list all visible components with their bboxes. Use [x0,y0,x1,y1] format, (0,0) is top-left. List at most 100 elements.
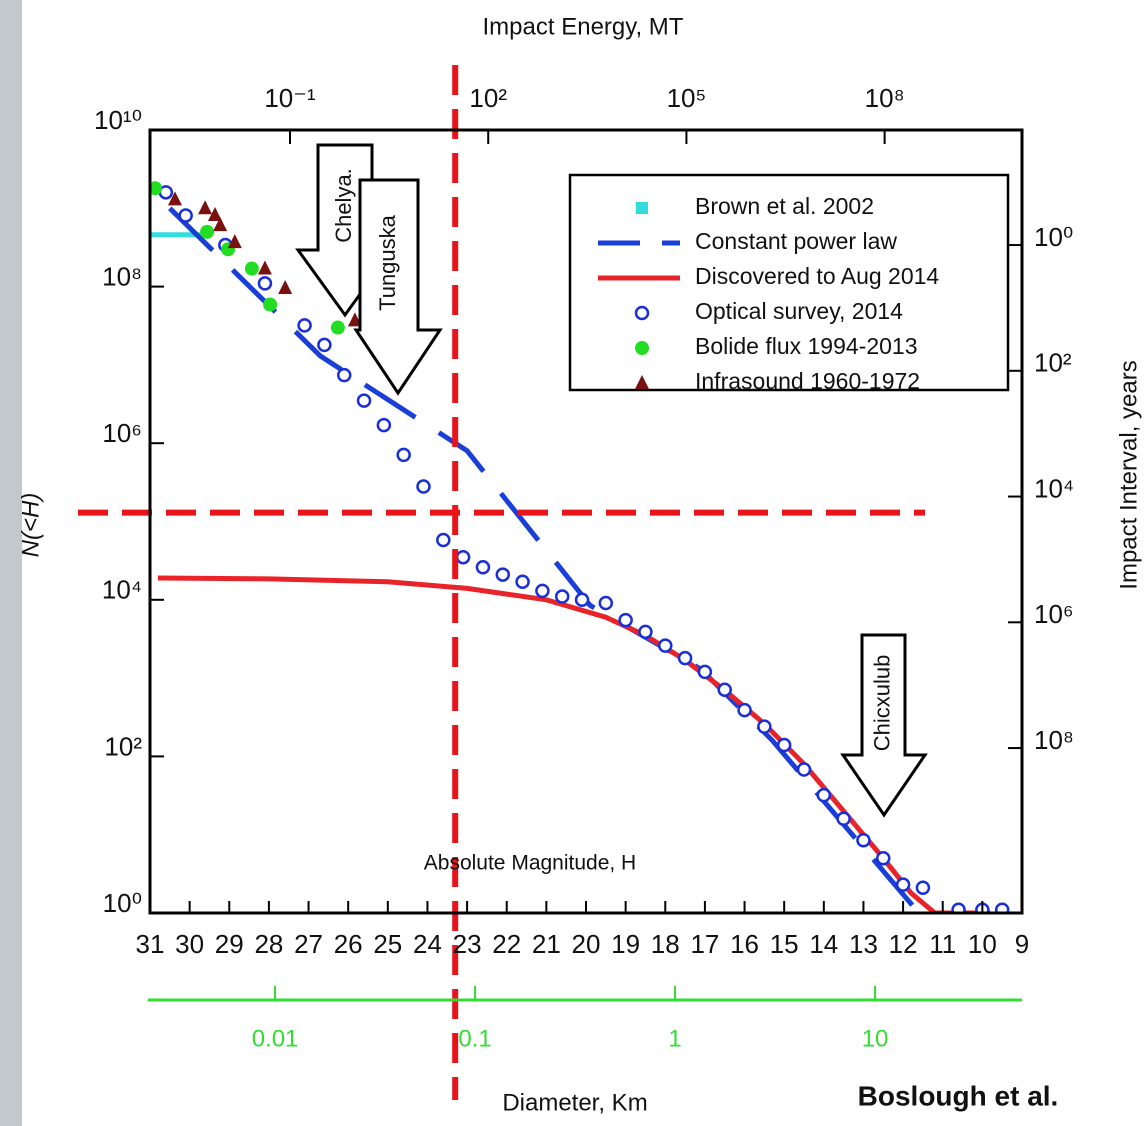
legend-swatch [635,375,649,389]
x-tick-label: 25 [373,929,402,959]
data-point [376,417,392,433]
y2-axis-title: Impact Interval, years [1115,360,1142,589]
data-point [535,583,550,599]
data-point [717,682,732,697]
data-point [167,191,182,206]
x-tick-label: 16 [730,929,759,959]
y2-tick-label: 10⁰ [1034,222,1073,252]
data-point [347,312,362,327]
data-point [257,276,273,291]
data-point [455,549,471,565]
x-tick-label: 13 [849,929,878,959]
x2-tick-label: 10⁻¹ [264,83,316,113]
data-point [951,902,966,913]
x-tick-label: 15 [770,929,799,959]
x-tick-label: 9 [1015,929,1029,959]
annotation-arrow [840,633,928,818]
y2-tick-label: 10⁸ [1034,725,1074,755]
x-tick-label: 26 [334,929,363,959]
data-point [200,224,215,239]
data-point [697,664,713,680]
data-point [227,234,242,249]
data-point [208,207,223,222]
data-point [416,479,431,494]
data-point [816,787,832,803]
data-point [515,574,530,590]
data-point [554,589,570,604]
data-point [796,762,812,777]
annotation-label: Tunguska [375,214,400,311]
y-tick-label: 10⁴ [102,575,142,605]
data-point [737,702,752,718]
data-point [263,297,278,312]
y-tick-label: 10⁸ [102,261,142,291]
data-point [356,393,372,408]
legend-label: Infrasound 1960-1972 [695,368,920,394]
x-tick-label: 20 [572,929,601,959]
annotation-label: Chicxulub [869,655,894,752]
data-point [330,320,345,335]
legend-swatch [635,341,649,355]
data-point [574,592,590,608]
data-point [856,832,871,848]
edge-strip [0,0,22,1126]
series-line [168,206,921,913]
data-point [757,719,772,734]
diameter-tick-label: 0.01 [252,1025,299,1052]
annotation-arrow [353,178,443,396]
legend-label: Discovered to Aug 2014 [695,263,939,289]
legend-swatch [636,202,648,214]
x-tick-label: 23 [453,929,482,959]
data-point [198,200,213,215]
y-tick-label: 10¹⁰ [94,105,142,135]
legend-swatch [634,305,650,321]
data-point [257,260,272,275]
data-point [396,447,411,463]
y2-tick-label: 10⁴ [1034,473,1074,503]
data-point [776,737,792,753]
x-tick-label: 14 [809,929,838,959]
x-tick-label: 30 [175,929,204,959]
y2-tick-label: 10² [1034,348,1072,378]
x-tick-label: 18 [651,929,680,959]
data-point [495,567,511,582]
y-tick-label: 10⁰ [103,888,142,918]
x-axis-title: Absolute Magnitude, H [424,852,636,875]
data-point [436,532,451,548]
credit: Boslough et al. [858,1080,1059,1111]
y-tick-label: 10² [104,731,142,761]
y-axis-title: N(<H) [17,493,44,558]
data-point [677,650,693,666]
x-tick-label: 12 [889,929,918,959]
y-tick-label: 10⁶ [102,418,142,448]
data-point [994,902,1010,913]
data-point [876,851,891,866]
data-point [178,208,193,223]
x-tick-label: 24 [413,929,442,959]
data-point [836,811,851,826]
legend-label: Bolide flux 1994-2013 [695,333,918,359]
x-tick-label: 27 [294,929,323,959]
x-tick-label: 19 [611,929,640,959]
x2-tick-label: 10² [469,83,507,113]
data-point [658,638,673,653]
x-tick-label: 28 [254,929,283,959]
data-point [317,337,332,353]
diameter-axis-title: Diameter, Km [502,1089,647,1116]
data-point [915,880,931,896]
legend-label: Optical survey, 2014 [695,298,903,324]
x2-tick-label: 10⁵ [667,83,707,113]
data-point [638,624,653,640]
diameter-tick-label: 10 [862,1025,889,1052]
data-point [213,217,228,232]
data-point [278,279,293,294]
x-tick-label: 21 [532,929,561,959]
x2-tick-label: 10⁸ [865,83,905,113]
data-point [244,261,259,276]
x-tick-label: 29 [215,929,244,959]
x-tick-label: 31 [136,929,165,959]
data-point [297,318,312,333]
annotation-label: Chelya. [331,168,356,243]
